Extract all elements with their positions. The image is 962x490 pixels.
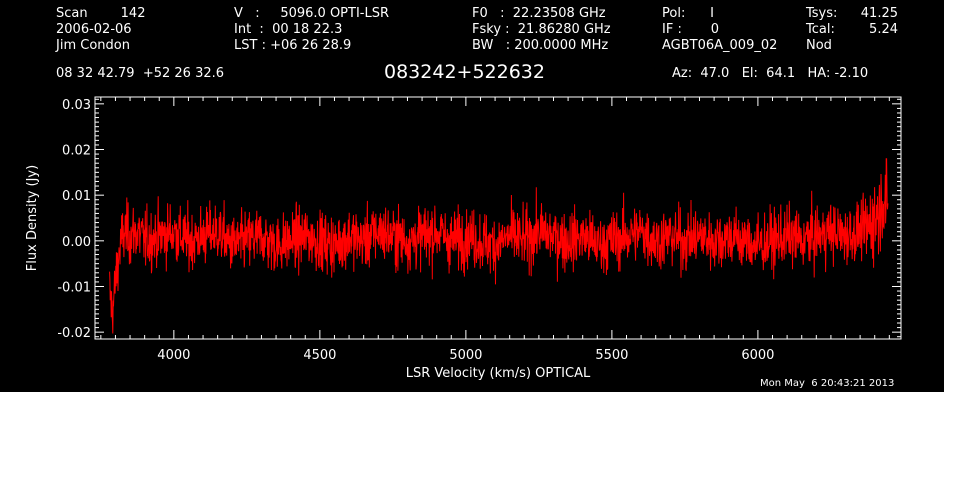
x-tick-label: 5000 — [449, 348, 482, 363]
f0-label: F0 : 22.23508 GHz — [472, 6, 606, 21]
pol-label: Pol: I — [662, 6, 714, 21]
y-tick-label: -0.02 — [57, 326, 91, 341]
x-tick-label: 5500 — [595, 348, 628, 363]
y-tick-label: -0.01 — [57, 280, 91, 295]
x-tick-labels: 4000 4500 5000 5500 6000 — [157, 348, 774, 363]
velocity-label: V : 5096.0 OPTI-LSR — [234, 6, 390, 21]
flux-density-series — [109, 158, 889, 334]
x-tick-label: 4500 — [303, 348, 336, 363]
x-tick-label: 4000 — [157, 348, 190, 363]
project-label: AGBT06A_009_02 — [662, 38, 778, 53]
bw-label: BW : 200.0000 MHz — [472, 38, 609, 53]
date-label: 2006-02-06 — [56, 22, 132, 37]
axis-ticks — [95, 97, 901, 339]
coordinates-label: 08 32 42.79 +52 26 32.6 — [56, 66, 225, 81]
tsys-label: Tsys: — [806, 6, 838, 21]
scan-label: Scan 142 — [56, 6, 146, 21]
y-tick-label: 0.00 — [62, 235, 91, 250]
y-tick-label: 0.03 — [62, 98, 91, 113]
source-name: 083242+522632 — [384, 61, 545, 83]
y-tick-label: 0.01 — [62, 189, 91, 204]
x-axis-title: LSR Velocity (km/s) OPTICAL — [406, 366, 591, 381]
y-tick-labels: -0.02 -0.01 0.00 0.01 0.02 0.03 — [57, 98, 91, 341]
lst-label: LST : +06 26 28.9 — [234, 38, 352, 53]
nod-label: Nod — [806, 38, 832, 53]
observer-label: Jim Condon — [56, 38, 130, 53]
integration-label: Int : 00 18 22.3 — [234, 22, 343, 37]
timestamp: Mon May 6 20:43:21 2013 — [760, 378, 895, 389]
x-tick-label: 6000 — [741, 348, 774, 363]
plot-panel: Scan 142 2006-02-06 Jim Condon V : 5096.… — [0, 0, 944, 392]
tsys-value: 41.25 — [860, 6, 898, 21]
y-axis-title: Flux Density (Jy) — [25, 165, 40, 271]
spectrum-chart: 4000 4500 5000 5500 6000 -0.02 -0.01 0.00 0.01 0… — [25, 96, 902, 381]
fsky-label: Fsky : 21.86280 GHz — [472, 22, 611, 37]
tcal-value: 5.24 — [869, 22, 898, 37]
az-el-ha-label: Az: 47.0 El: 64.1 HA: -2.10 — [672, 66, 869, 81]
y-tick-label: 0.02 — [62, 144, 91, 159]
tcal-label: Tcal: — [806, 22, 835, 37]
if-label: IF : 0 — [662, 22, 720, 37]
